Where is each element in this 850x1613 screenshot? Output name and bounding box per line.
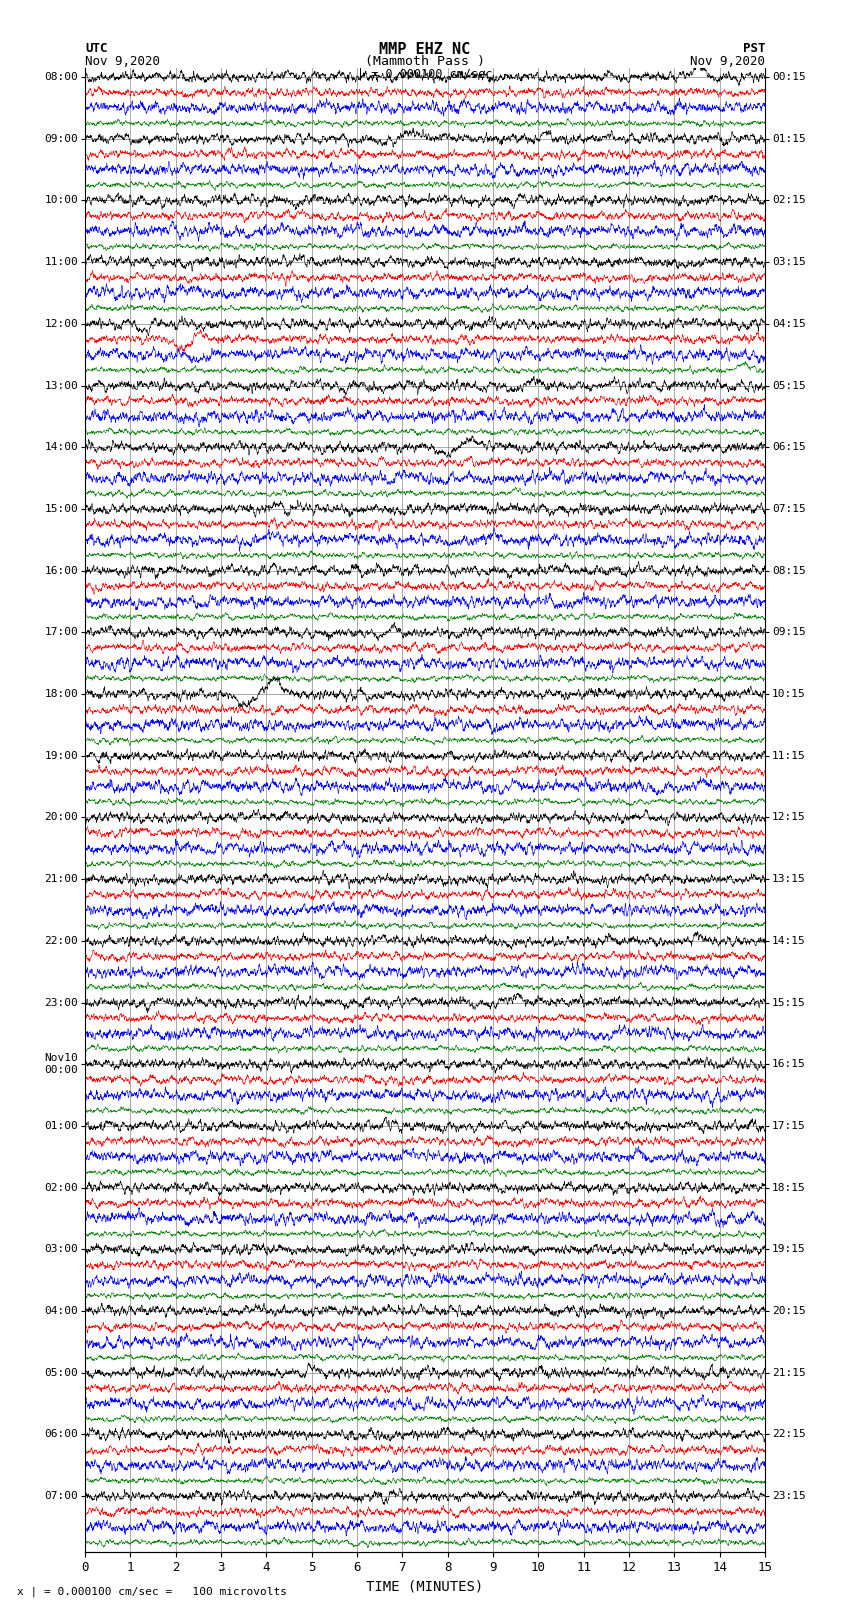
Text: | = 0.000100 cm/sec: | = 0.000100 cm/sec (357, 68, 493, 81)
Text: (Mammoth Pass ): (Mammoth Pass ) (365, 55, 485, 68)
Text: MMP EHZ NC: MMP EHZ NC (379, 42, 471, 56)
Text: UTC: UTC (85, 42, 107, 55)
X-axis label: TIME (MINUTES): TIME (MINUTES) (366, 1581, 484, 1594)
Text: Nov 9,2020: Nov 9,2020 (690, 55, 765, 68)
Text: x | = 0.000100 cm/sec =   100 microvolts: x | = 0.000100 cm/sec = 100 microvolts (17, 1586, 287, 1597)
Text: Nov 9,2020: Nov 9,2020 (85, 55, 160, 68)
Text: PST: PST (743, 42, 765, 55)
